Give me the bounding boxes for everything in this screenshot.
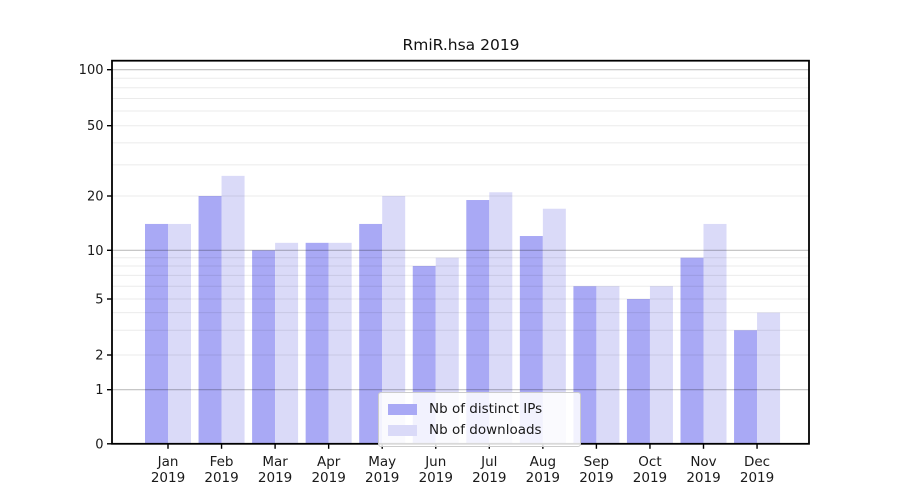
- bar-ips-apr: [305, 242, 329, 444]
- legend-swatch-distinct-ips: [388, 403, 417, 415]
- bar-downloads-may: [382, 196, 406, 444]
- x-tick-label-mar: Mar: [262, 454, 288, 470]
- bar-downloads-oct: [649, 286, 673, 444]
- x-tick-label-feb: Feb: [210, 454, 234, 470]
- bar-downloads-nov: [703, 223, 727, 444]
- x-tick-label-jan: Jan: [157, 454, 179, 470]
- x-tick-label-aug: Aug: [530, 454, 556, 470]
- y-tick-label-10: 10: [87, 244, 104, 259]
- x-tick-label-jul-year: 2019: [472, 470, 506, 486]
- x-tick-label-may-year: 2019: [365, 470, 399, 486]
- x-tick-label-dec: Dec: [744, 454, 770, 470]
- y-tick-label-20: 20: [87, 190, 104, 205]
- y-tick-label-50: 50: [87, 119, 104, 134]
- legend-item-downloads: Nb of downloads: [388, 420, 570, 440]
- bar-downloads-feb: [221, 175, 245, 444]
- x-tick-label-jun-year: 2019: [419, 470, 453, 486]
- x-tick-label-sep-year: 2019: [579, 470, 613, 486]
- bar-ips-mar: [252, 250, 276, 444]
- y-tick-label-0: 0: [95, 437, 103, 452]
- legend-label-distinct-ips: Nb of distinct IPs: [429, 401, 543, 417]
- x-tick-label-dec-year: 2019: [740, 470, 774, 486]
- bar-ips-dec: [734, 330, 758, 444]
- x-tick-label-apr: Apr: [317, 454, 341, 470]
- x-tick-label-nov: Nov: [690, 454, 716, 470]
- bar-downloads-mar: [275, 242, 299, 444]
- legend: Nb of distinct IPs Nb of downloads: [378, 392, 581, 447]
- bar-ips-jul: [466, 200, 490, 444]
- bar-downloads-jul: [489, 192, 513, 444]
- y-tick-label-5: 5: [95, 293, 103, 308]
- x-tick-label-aug-year: 2019: [526, 470, 560, 486]
- legend-label-downloads: Nb of downloads: [429, 422, 542, 438]
- x-tick-label-nov-year: 2019: [686, 470, 720, 486]
- bar-ips-jan: [145, 223, 168, 444]
- y-tick-label-2: 2: [95, 349, 103, 364]
- x-tick-label-jul: Jul: [480, 454, 497, 470]
- x-tick-label-feb-year: 2019: [204, 470, 238, 486]
- y-tick-label-1: 1: [95, 383, 103, 398]
- x-tick-label-mar-year: 2019: [258, 470, 292, 486]
- x-tick-label-sep: Sep: [584, 454, 609, 470]
- bar-ips-may: [359, 223, 383, 444]
- x-tick-label-may: May: [368, 454, 396, 470]
- x-tick-label-oct-year: 2019: [633, 470, 667, 486]
- bar-downloads-jan: [168, 223, 191, 444]
- chart-title: RmiR.hsa 2019: [402, 36, 520, 54]
- bar-downloads-sep: [596, 286, 620, 444]
- x-tick-label-oct: Oct: [638, 454, 661, 470]
- bar-downloads-aug: [542, 208, 566, 444]
- bar-ips-feb: [198, 196, 222, 444]
- bar-ips-aug: [519, 236, 543, 444]
- x-tick-label-jun: Jun: [424, 454, 446, 470]
- bar-ips-nov: [680, 257, 704, 444]
- legend-item-distinct-ips: Nb of distinct IPs: [388, 399, 570, 419]
- x-tick-label-jan-year: 2019: [151, 470, 185, 486]
- y-tick-label-100: 100: [79, 63, 104, 78]
- bar-ips-oct: [626, 299, 650, 444]
- legend-swatch-downloads: [388, 424, 417, 436]
- x-tick-label-apr-year: 2019: [311, 470, 345, 486]
- bar-downloads-apr: [328, 242, 352, 444]
- bar-downloads-dec: [757, 312, 781, 444]
